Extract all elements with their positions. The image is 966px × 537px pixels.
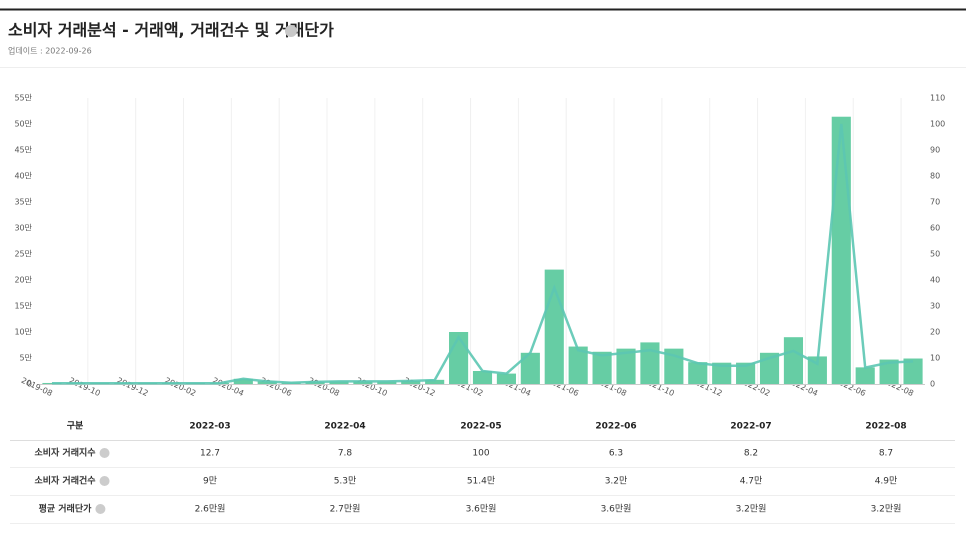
table-cell: 2.6만원: [195, 504, 226, 515]
y-tick-label: 15만: [14, 302, 32, 311]
table-cell: 100: [472, 449, 489, 459]
table-header: 2022-05: [460, 422, 501, 432]
bar: [903, 358, 923, 384]
table-cell: 2.7만원: [330, 504, 361, 515]
bar: [425, 379, 445, 384]
x-tick-label: 2020-08: [307, 376, 341, 398]
x-tick-label: 2019-12: [115, 376, 149, 398]
update-date: 업데이트 : 2022-09-26: [8, 46, 92, 56]
table-cell: 4.7만: [740, 476, 763, 487]
bar: [592, 351, 612, 384]
help-icon[interactable]: [285, 25, 297, 37]
bar: [233, 378, 253, 384]
y2-tick-label: 60: [930, 224, 940, 233]
y2-tick-label: 20: [930, 328, 940, 337]
bar: [879, 359, 899, 384]
y-tick-label: 5만: [20, 354, 33, 363]
y-tick-label: 35만: [14, 198, 32, 207]
bar: [520, 352, 540, 384]
row-label: 평균 거래단가: [39, 503, 93, 515]
y-tick-label: 0: [27, 380, 32, 389]
bar: [449, 332, 469, 384]
table-cell: 9만: [203, 476, 217, 487]
table-cell: 6.3: [609, 449, 623, 459]
y2-tick-label: 30: [930, 302, 940, 311]
bar: [688, 362, 708, 384]
table-header: 구분: [67, 421, 84, 432]
row-label: 소비자 거래건수: [34, 475, 95, 487]
title: 소비자 거래분석 - 거래액, 거래건수 및 거래단가: [8, 21, 334, 40]
table-cell: 8.7: [879, 449, 893, 459]
y2-tick-label: 100: [930, 120, 945, 129]
table-header: 2022-03: [189, 422, 230, 432]
bar: [855, 367, 875, 384]
row-label: 소비자 거래지수: [34, 447, 95, 459]
bar: [472, 371, 493, 384]
bar: [353, 381, 373, 384]
table-header: 2022-04: [324, 422, 365, 432]
y-tick-label: 50만: [14, 120, 32, 129]
y2-tick-label: 0: [930, 380, 935, 389]
help-icon[interactable]: [99, 476, 110, 486]
x-tick-label: 2020-02: [163, 376, 197, 398]
x-tick-label: 2020-06: [259, 376, 293, 398]
bar: [807, 356, 827, 384]
table-cell: 3.2만원: [736, 504, 767, 515]
y2-tick-label: 10: [930, 354, 940, 363]
y-tick-label: 10만: [14, 328, 32, 337]
bar: [42, 382, 62, 384]
table-cell: 8.2: [744, 449, 758, 459]
table-cell: 3.6만원: [601, 504, 632, 515]
table-cell: 12.7: [200, 449, 220, 459]
y2-tick-label: 40: [930, 276, 940, 285]
y-tick-label: 25만: [14, 250, 32, 259]
help-icon[interactable]: [95, 504, 106, 514]
table-header: 2022-06: [595, 422, 636, 432]
bar: [329, 381, 349, 384]
y-tick-label: 40만: [14, 172, 32, 181]
bar: [496, 373, 516, 384]
table-cell: 5.3만: [334, 476, 357, 487]
table-cell: 3.2만원: [871, 504, 902, 515]
x-tick-label: 2019-08: [20, 376, 54, 398]
x-tick-label: 2019-10: [68, 376, 102, 398]
bar: [257, 381, 277, 384]
bar: [377, 381, 397, 384]
table-cell: 3.6만원: [466, 504, 497, 515]
bar: [831, 116, 851, 384]
bar: [616, 348, 636, 384]
table-header: 2022-08: [865, 422, 906, 432]
y-tick-label: 20만: [14, 276, 32, 285]
bar: [712, 362, 732, 384]
y2-tick-label: 90: [930, 146, 940, 155]
y2-tick-label: 50: [930, 250, 940, 259]
table-header: 2022-07: [730, 422, 771, 432]
bar: [640, 342, 660, 384]
y2-tick-label: 110: [930, 94, 945, 103]
x-tick-label: 2020-10: [355, 376, 389, 398]
table-cell: 3.2만: [605, 476, 628, 487]
y-tick-label: 30만: [14, 224, 32, 233]
help-icon[interactable]: [99, 448, 110, 458]
line: [51, 123, 914, 385]
table-cell: 7.8: [338, 449, 353, 459]
bar: [736, 362, 756, 384]
bar: [568, 346, 588, 384]
y-tick-label: 45만: [14, 146, 32, 155]
bar: [783, 337, 804, 384]
table-cell: 51.4만: [467, 476, 495, 487]
y2-tick-label: 70: [930, 198, 940, 207]
bar: [401, 380, 421, 384]
table-cell: 4.9만: [875, 476, 898, 487]
y-tick-label: 55만: [14, 94, 32, 103]
y2-tick-label: 80: [930, 172, 940, 181]
